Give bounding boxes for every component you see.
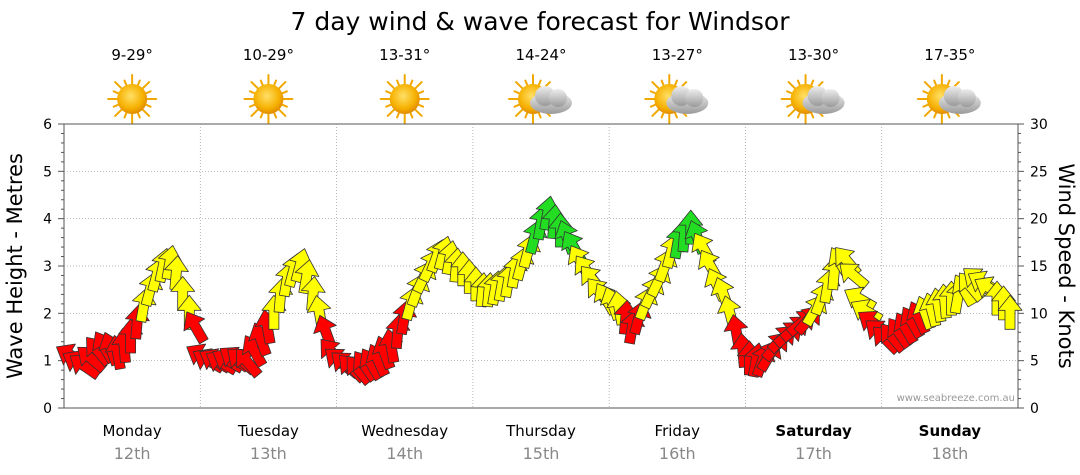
y-right-tick-label: 25 — [1030, 164, 1048, 180]
sun-icon — [379, 74, 430, 124]
sun-cloud-icon — [780, 74, 845, 124]
sun-cloud-icon — [644, 74, 709, 124]
y-left-tick-label: 1 — [43, 354, 52, 370]
y-left-tick-label: 0 — [43, 401, 52, 417]
day-name: Tuesday — [237, 422, 299, 440]
y-axis-right: 0 5 10 15 20 25 30 — [1018, 117, 1048, 417]
day-date: 18th — [931, 444, 968, 463]
wind-arrow — [183, 311, 209, 345]
day-temperature: 13-31° — [379, 46, 430, 64]
day-name: Sunday — [919, 422, 982, 440]
y-axis-right-label: Wind Speed - Knots — [1054, 163, 1078, 368]
day-name: Thursday — [505, 422, 576, 440]
y-right-tick-label: 10 — [1030, 306, 1048, 322]
y-right-tick-label: 20 — [1030, 212, 1048, 228]
y-right-tick-label: 5 — [1030, 354, 1039, 370]
day-temperature: 17-35° — [924, 46, 975, 64]
y-axis-left: 0 1 2 3 4 5 6 — [43, 117, 64, 417]
sun-icon — [243, 74, 294, 124]
sun-cloud-icon — [916, 74, 981, 124]
wind-arrow — [294, 259, 320, 295]
day-name: Saturday — [775, 422, 852, 440]
day-headers: 9-29° 10-29° 13-31° 14-24° 13-27° 13-30° 17-35… — [107, 46, 981, 124]
x-axis-days: Monday 12th Tuesday 13th Wednesday 14th Thursd… — [103, 422, 982, 463]
sun-cloud-icon — [508, 74, 572, 124]
day-date: 15th — [523, 444, 560, 463]
y-left-tick-label: 6 — [43, 117, 52, 133]
y-left-tick-label: 5 — [43, 164, 52, 180]
day-date: 14th — [386, 444, 423, 463]
y-right-tick-label: 15 — [1030, 259, 1048, 275]
day-temperature: 10-29° — [243, 46, 294, 64]
y-right-tick-label: 0 — [1030, 401, 1039, 417]
day-date: 13th — [250, 444, 287, 463]
wind-arrows — [56, 195, 1023, 386]
wind-arrow — [839, 263, 870, 291]
day-name: Monday — [103, 422, 162, 440]
chart-title: 7 day wind & wave forecast for Windsor — [291, 7, 791, 36]
day-name: Friday — [655, 422, 701, 440]
y-right-tick-label: 30 — [1030, 117, 1048, 133]
day-name: Wednesday — [361, 422, 448, 440]
sun-icon — [107, 74, 158, 124]
wind-arrow — [176, 294, 202, 330]
y-axis-left-label: Wave Height - Metres — [3, 153, 27, 379]
day-date: 12th — [114, 444, 151, 463]
day-date: 17th — [795, 444, 832, 463]
y-left-tick-label: 4 — [43, 212, 52, 228]
credit-text: www.seabreeze.com.au — [897, 393, 1015, 404]
day-date: 16th — [659, 444, 696, 463]
wind-arrow — [997, 294, 1023, 330]
day-temperature: 13-30° — [788, 46, 839, 64]
day-temperature: 9-29° — [111, 46, 153, 64]
day-temperature: 13-27° — [652, 46, 703, 64]
day-temperature: 14-24° — [515, 46, 566, 64]
y-left-tick-label: 2 — [43, 306, 52, 322]
y-left-tick-label: 3 — [43, 259, 52, 275]
